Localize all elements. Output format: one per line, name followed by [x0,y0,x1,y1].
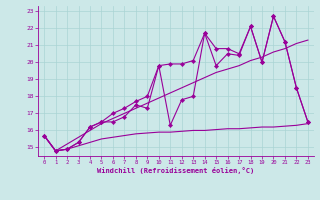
X-axis label: Windchill (Refroidissement éolien,°C): Windchill (Refroidissement éolien,°C) [97,167,255,174]
